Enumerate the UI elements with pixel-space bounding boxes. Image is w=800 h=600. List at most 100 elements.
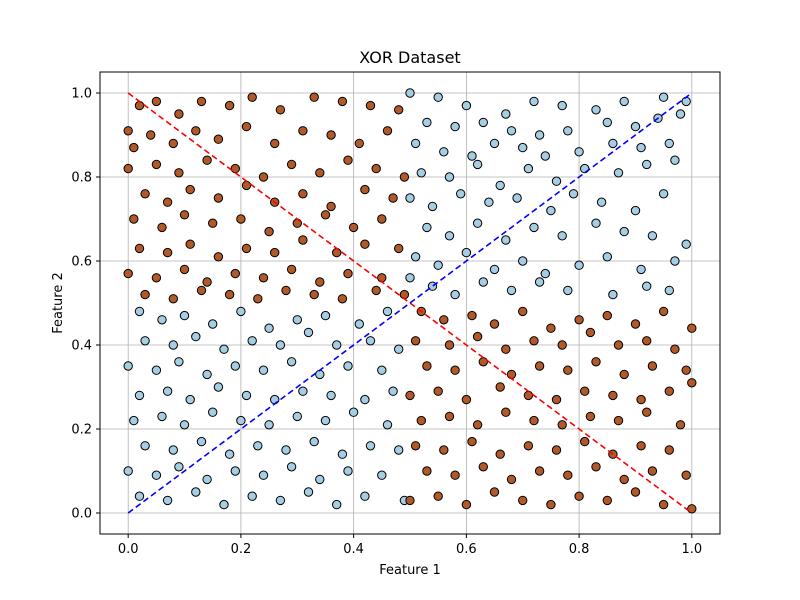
scatter-point-class-1 <box>557 340 567 350</box>
scatter-point-class-1 <box>439 445 449 455</box>
scatter-point-class-1 <box>422 361 432 371</box>
scatter-point-class-1 <box>286 159 297 170</box>
scatter-point-class-0 <box>410 138 421 149</box>
scatter-point-class-0 <box>608 138 618 149</box>
scatter-point-class-1 <box>658 306 669 317</box>
scatter-point-class-1 <box>546 323 556 333</box>
scatter-point-class-0 <box>394 344 404 354</box>
scatter-point-class-0 <box>574 260 584 270</box>
scatter-point-class-1 <box>681 365 691 375</box>
scatter-point-class-0 <box>174 357 184 367</box>
scatter-point-class-0 <box>613 168 624 178</box>
scatter-point-class-1 <box>489 487 500 497</box>
scatter-point-class-1 <box>439 315 449 325</box>
scatter-point-class-1 <box>270 138 280 149</box>
scatter-point-class-1 <box>664 386 674 396</box>
scatter-point-class-0 <box>568 189 579 199</box>
x-tick-label: 0.4 <box>343 542 364 557</box>
scatter-point-class-1 <box>337 96 348 107</box>
scatter-point-class-1 <box>332 247 342 258</box>
scatter-point-class-0 <box>343 361 353 371</box>
scatter-point-class-1 <box>224 289 235 300</box>
scatter-point-class-1 <box>157 222 167 233</box>
scatter-point-class-0 <box>405 88 415 98</box>
scatter-point-class-0 <box>501 235 511 245</box>
scatter-point-class-0 <box>636 142 646 153</box>
scatter-point-class-0 <box>286 462 297 472</box>
scatter-point-class-0 <box>472 159 483 170</box>
y-tick-label: 0.6 <box>71 255 92 270</box>
blue-dashed-line <box>127 92 693 514</box>
scatter-point-class-1 <box>642 336 652 346</box>
scatter-points <box>123 88 697 514</box>
scatter-point-class-0 <box>303 487 314 497</box>
scatter-point-class-0 <box>179 420 190 430</box>
scatter-point-class-0 <box>664 285 674 296</box>
scatter-point-class-1 <box>179 210 190 220</box>
x-tick-label: 0.0 <box>118 542 139 557</box>
scatter-point-class-0 <box>320 415 331 426</box>
red-dashed-line <box>127 92 693 514</box>
scatter-point-class-0 <box>557 100 567 111</box>
scatter-point-class-1 <box>399 172 410 182</box>
scatter-point-class-0 <box>123 361 133 371</box>
scatter-point-class-1 <box>264 226 274 237</box>
scatter-point-class-1 <box>495 449 505 459</box>
scatter-point-class-0 <box>422 117 432 128</box>
scatter-point-class-0 <box>286 357 297 367</box>
scatter-point-class-1 <box>591 462 601 472</box>
scatter-point-class-1 <box>224 100 235 111</box>
scatter-point-class-0 <box>162 495 173 506</box>
scatter-point-class-1 <box>241 243 252 254</box>
scatter-point-class-1 <box>309 289 319 300</box>
scatter-point-class-0 <box>140 336 150 346</box>
scatter-point-class-0 <box>658 189 669 199</box>
scatter-point-class-0 <box>151 470 162 480</box>
scatter-point-class-0 <box>551 176 562 186</box>
scatter-point-class-1 <box>146 130 156 140</box>
scatter-point-class-1 <box>664 445 674 455</box>
scatter-point-class-0 <box>292 411 302 422</box>
scatter-point-class-1 <box>647 361 658 371</box>
scatter-point-class-1 <box>580 386 590 396</box>
scatter-point-class-1 <box>168 138 179 149</box>
scatter-point-class-1 <box>309 92 319 102</box>
scatter-point-class-1 <box>467 436 477 447</box>
scatter-point-class-1 <box>123 126 133 136</box>
x-tick-label: 0.8 <box>569 542 590 557</box>
scatter-point-class-0 <box>563 126 573 136</box>
scatter-point-class-1 <box>185 184 195 195</box>
scatter-point-class-0 <box>208 407 218 417</box>
scatter-point-class-1 <box>602 310 612 321</box>
scatter-point-class-0 <box>281 445 291 455</box>
scatter-point-class-1 <box>619 369 629 380</box>
scatter-point-class-1 <box>619 474 629 485</box>
scatter-point-class-0 <box>315 369 325 380</box>
scatter-point-class-1 <box>343 155 353 165</box>
scatter-point-class-0 <box>670 155 680 165</box>
scatter-point-class-0 <box>591 105 601 115</box>
scatter-point-class-0 <box>332 340 342 350</box>
scatter-point-class-1 <box>478 462 488 472</box>
scatter-point-class-0 <box>619 96 629 107</box>
scatter-point-class-0 <box>320 310 331 321</box>
scatter-point-class-0 <box>642 159 652 170</box>
scatter-point-class-1 <box>185 239 195 249</box>
scatter-point-class-1 <box>298 189 308 199</box>
scatter-point-class-0 <box>439 147 449 157</box>
scatter-point-class-0 <box>157 315 167 325</box>
scatter-point-class-0 <box>140 441 150 451</box>
scatter-point-class-0 <box>630 121 641 132</box>
scatter-point-class-0 <box>647 231 658 241</box>
scatter-point-class-0 <box>382 306 393 317</box>
scatter-point-class-0 <box>675 109 686 119</box>
scatter-point-class-0 <box>681 96 691 107</box>
scatter-point-class-1 <box>534 361 545 371</box>
scatter-point-class-1 <box>658 499 669 510</box>
scatter-point-class-0 <box>360 394 370 405</box>
chart-title: XOR Dataset <box>359 48 460 67</box>
scatter-point-class-1 <box>275 105 286 115</box>
scatter-point-class-0 <box>444 172 455 182</box>
scatter-point-class-1 <box>608 390 618 401</box>
scatter-point-class-1 <box>647 466 658 476</box>
